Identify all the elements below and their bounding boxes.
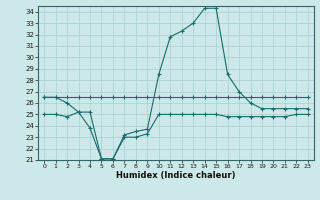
X-axis label: Humidex (Indice chaleur): Humidex (Indice chaleur) xyxy=(116,171,236,180)
